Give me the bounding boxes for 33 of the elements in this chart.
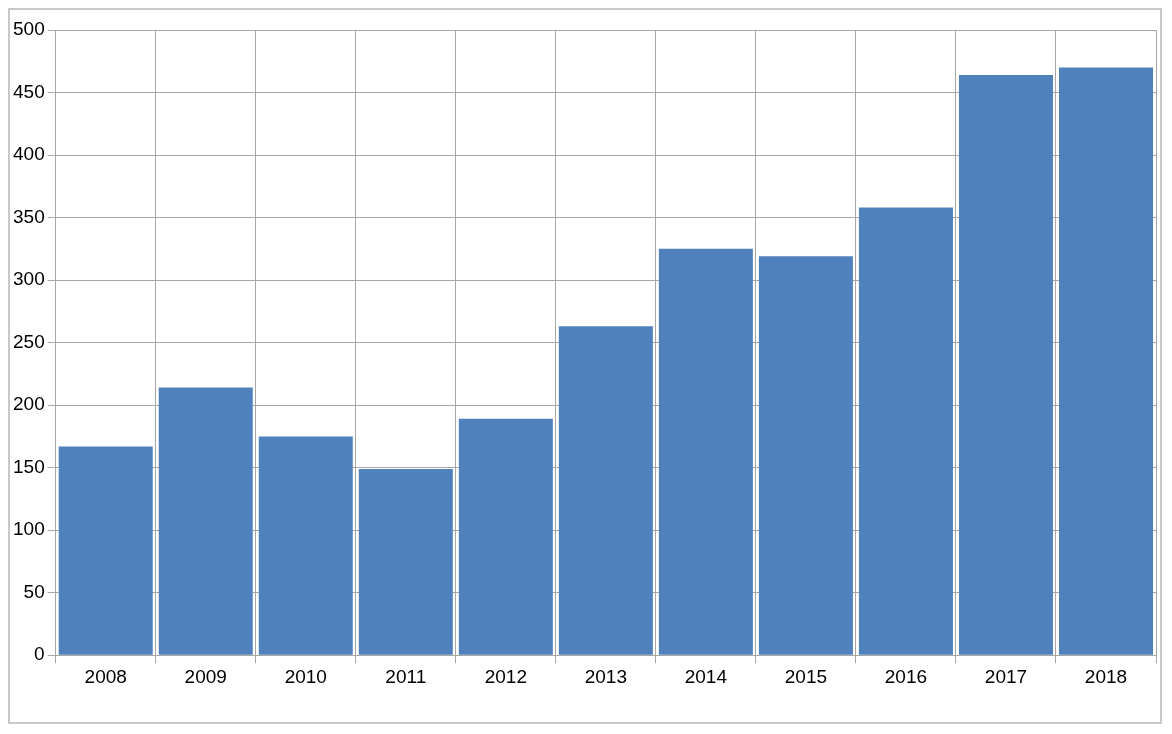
- bar: [458, 418, 553, 655]
- x-tick-label: 2012: [484, 665, 527, 687]
- bar: [258, 436, 353, 655]
- bar: [558, 326, 653, 655]
- x-tick-label: 2014: [684, 665, 728, 687]
- y-tick-label: 350: [13, 205, 45, 227]
- bar: [858, 207, 953, 655]
- y-tick-label: 50: [23, 580, 45, 602]
- y-tick-label: 250: [13, 330, 45, 352]
- x-tick-label: 2018: [1084, 665, 1128, 687]
- y-tick-label: 200: [13, 393, 45, 415]
- x-tick-label: 2015: [784, 665, 828, 687]
- y-tick-label: 150: [13, 455, 45, 477]
- bar: [158, 387, 253, 655]
- bar: [1058, 67, 1153, 655]
- x-tick-label: 2008: [84, 665, 127, 687]
- y-tick-label: 500: [13, 18, 45, 40]
- x-tick-label: 2011: [385, 665, 427, 687]
- bar: [358, 468, 453, 655]
- x-tick-label: 2017: [984, 665, 1028, 687]
- x-tick-label: 2016: [884, 665, 928, 687]
- y-tick-label: 0: [34, 643, 45, 665]
- y-tick-label: 300: [13, 268, 45, 290]
- y-tick-label: 450: [13, 80, 45, 102]
- y-tick-label: 100: [13, 518, 45, 540]
- bar: [658, 248, 753, 655]
- x-tick-label: 2013: [584, 665, 627, 687]
- bar: [58, 446, 153, 655]
- y-tick-label: 400: [13, 143, 45, 165]
- bar: [758, 256, 853, 655]
- x-tick-label: 2010: [284, 665, 327, 687]
- bar: [958, 75, 1053, 655]
- x-tick-label: 2009: [184, 665, 227, 687]
